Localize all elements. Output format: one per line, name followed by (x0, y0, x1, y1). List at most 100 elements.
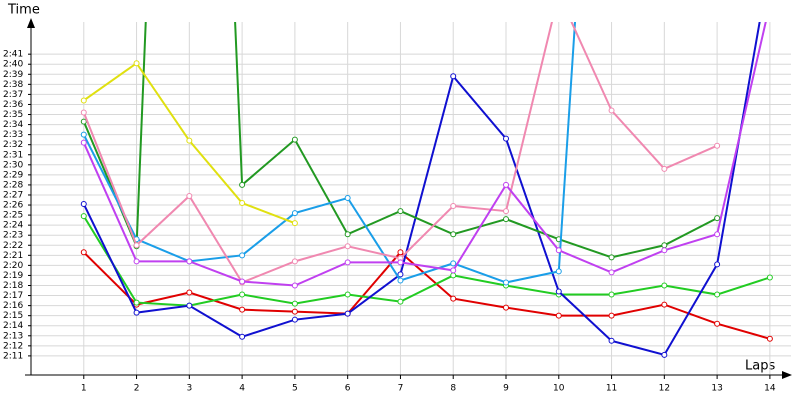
point (239, 291, 246, 298)
x-tick-label: 9 (503, 384, 509, 394)
x-tick-label: 8 (450, 384, 456, 394)
y-tick-label: 2:37 (3, 90, 23, 100)
point (661, 242, 668, 249)
point (291, 136, 298, 143)
point (80, 249, 87, 256)
point (186, 137, 193, 144)
point (80, 118, 87, 125)
point (450, 203, 457, 210)
point (291, 308, 298, 315)
point (714, 142, 721, 149)
y-tick-label: 2:13 (3, 331, 23, 341)
y-tick-label: 2:23 (3, 231, 23, 241)
y-tick-label: 2:32 (3, 140, 23, 150)
point (661, 247, 668, 254)
point (714, 291, 721, 298)
point (397, 259, 404, 266)
point (714, 231, 721, 238)
point (239, 181, 246, 188)
y-tick-label: 2:12 (3, 341, 23, 351)
y-tick-label: 2:38 (3, 80, 23, 90)
point (608, 291, 615, 298)
y-tick-label: 2:11 (3, 351, 23, 361)
point (186, 302, 193, 309)
point (80, 131, 87, 138)
x-tick-label: 13 (711, 384, 722, 394)
y-tick-label: 2:40 (3, 60, 23, 70)
point (344, 243, 351, 250)
point (291, 210, 298, 217)
point (450, 295, 457, 302)
x-tick-label: 1 (81, 384, 87, 394)
point (186, 289, 193, 296)
point (661, 165, 668, 172)
point (503, 279, 509, 286)
y-tick-label: 2:27 (3, 190, 23, 200)
point (344, 194, 351, 201)
point (450, 267, 457, 274)
point (397, 298, 404, 305)
point (503, 216, 509, 223)
point (239, 278, 246, 285)
point (133, 258, 140, 265)
point (344, 231, 351, 238)
y-tick-label: 2:35 (3, 110, 23, 120)
plot-area (80, 1, 773, 358)
point (450, 231, 457, 238)
point (503, 304, 509, 311)
y-tick-label: 2:36 (3, 100, 23, 110)
y-tick-label: 2:30 (3, 160, 23, 170)
point (766, 335, 773, 342)
x-tick-label: 10 (553, 384, 565, 394)
point (766, 274, 773, 281)
point (503, 135, 509, 142)
point (450, 272, 457, 279)
point (555, 288, 562, 295)
x-axis-title: Laps (745, 359, 775, 374)
point (555, 312, 562, 319)
y-tick-label: 2:29 (3, 170, 23, 180)
x-tick-label: 6 (345, 384, 351, 394)
point (186, 258, 193, 265)
point (450, 260, 457, 267)
point (661, 301, 668, 308)
point (133, 242, 140, 249)
point (397, 277, 404, 284)
x-tick-label: 12 (659, 384, 670, 394)
point (239, 200, 246, 207)
series-line (83, 250, 771, 340)
point (291, 316, 298, 323)
x-tick-label: 7 (398, 384, 404, 394)
point (503, 208, 509, 215)
series-line (82, 22, 767, 287)
point (397, 271, 404, 278)
x-tick-label: 2 (134, 384, 140, 394)
y-tick-label: 2:22 (3, 241, 23, 251)
point (608, 254, 615, 261)
y-tick-label: 2:25 (3, 211, 23, 221)
point (555, 247, 562, 254)
point (661, 282, 668, 289)
point (291, 220, 298, 227)
x-tick-label: 5 (292, 384, 298, 394)
x-tick-label: 11 (606, 384, 617, 394)
y-tick-label: 2:15 (3, 311, 23, 321)
y-tick-label: 2:19 (3, 271, 23, 281)
point (397, 208, 404, 215)
point (133, 309, 140, 316)
point (80, 201, 87, 208)
point (767, 1, 772, 6)
series-line (82, 22, 761, 357)
y-tick-label: 2:34 (3, 120, 23, 130)
x-tick-label: 14 (764, 384, 776, 394)
y-tick-label: 2:33 (3, 130, 23, 140)
point (186, 192, 193, 199)
y-axis-arrow (27, 18, 35, 28)
point (239, 333, 246, 340)
point (608, 312, 615, 319)
point (344, 310, 351, 317)
point (80, 213, 87, 220)
y-tick-label: 2:31 (3, 150, 23, 160)
point (714, 215, 721, 222)
point (714, 320, 721, 327)
